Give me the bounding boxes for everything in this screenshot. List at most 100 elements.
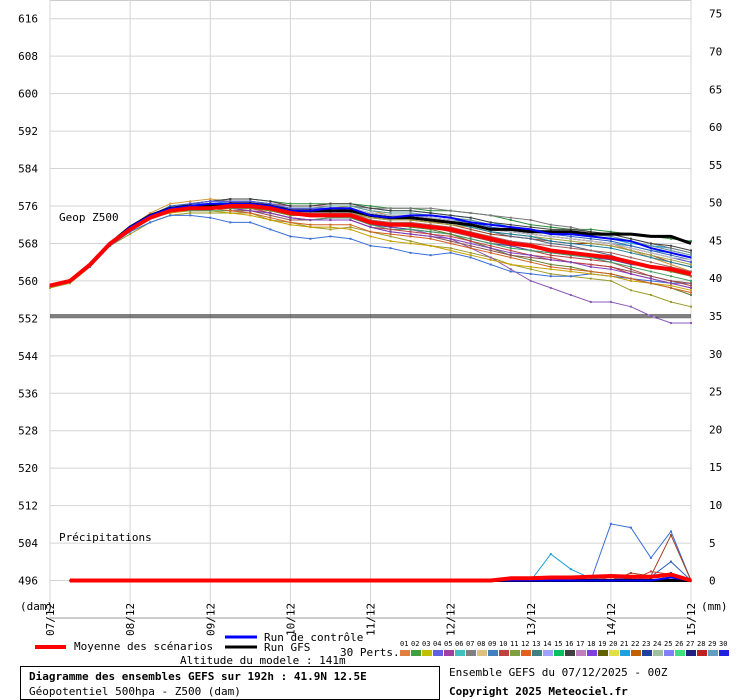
member-point	[389, 247, 392, 250]
member-point	[389, 230, 392, 233]
member-point	[249, 212, 252, 215]
member-point	[489, 233, 492, 236]
member-point	[49, 286, 51, 289]
member-point	[269, 228, 272, 231]
member-point	[649, 261, 652, 264]
member-point	[469, 216, 472, 219]
member-point	[529, 256, 532, 259]
member-point	[309, 226, 312, 229]
member-point	[549, 263, 552, 266]
member-point	[549, 240, 552, 243]
member-point	[549, 251, 552, 254]
member-point	[369, 216, 372, 219]
member-point	[629, 279, 632, 282]
member-point	[690, 263, 692, 266]
member-point	[289, 202, 292, 205]
member-swatch	[697, 650, 707, 656]
precip-member-point	[549, 553, 552, 556]
member-point	[669, 263, 672, 266]
member-point	[549, 242, 552, 245]
member-number-label: 19	[598, 640, 607, 648]
member-point	[690, 284, 692, 287]
right-tick-label: 40	[709, 272, 722, 285]
member-number-label: 04	[433, 640, 442, 648]
member-point	[309, 202, 312, 205]
precip-member-point	[649, 570, 652, 573]
right-tick-label: 25	[709, 386, 722, 399]
member-point	[669, 244, 672, 247]
grid	[49, 0, 692, 618]
member-swatch	[664, 650, 674, 656]
member-point	[409, 221, 412, 224]
member-number-label: 07	[466, 640, 475, 648]
member-number-label: 27	[686, 640, 695, 648]
member-swatch	[433, 650, 443, 656]
member-point	[189, 214, 192, 217]
member-swatch	[653, 650, 663, 656]
member-point	[589, 277, 592, 280]
member-point	[409, 242, 412, 245]
member-point	[309, 205, 312, 207]
member-point	[629, 268, 632, 271]
member-point	[609, 265, 612, 268]
precip-member-point	[669, 534, 672, 537]
member-swatch	[488, 650, 498, 656]
member-point	[649, 270, 652, 273]
member-number-label: 10	[499, 640, 508, 648]
member-number-label: 01	[400, 640, 409, 648]
member-point	[609, 272, 612, 275]
member-point	[690, 251, 692, 254]
member-point	[609, 251, 612, 254]
member-point	[229, 200, 232, 203]
member-point	[489, 226, 492, 229]
left-tick-label: 496	[18, 575, 38, 588]
member-point	[469, 235, 472, 238]
member-point	[429, 223, 432, 226]
right-tick-label: 45	[709, 234, 722, 247]
left-tick-label: 600	[18, 88, 38, 101]
member-point	[669, 270, 672, 273]
member-point	[589, 242, 592, 245]
member-point	[549, 244, 552, 247]
member-swatch	[466, 650, 476, 656]
member-point	[169, 205, 172, 207]
member-point	[690, 291, 692, 294]
member-point	[429, 212, 432, 215]
member-point	[449, 226, 452, 229]
member-point	[409, 233, 412, 236]
member-point	[629, 289, 632, 292]
ensemble-label: Ensemble GEFS du 07/12/2025 - 00Z	[449, 666, 668, 679]
reference-line-group	[50, 314, 691, 318]
member-point	[569, 270, 572, 273]
member-swatch	[686, 650, 696, 656]
right-tick-label: 0	[709, 575, 716, 588]
member-point	[209, 200, 212, 203]
member-point	[549, 254, 552, 257]
member-point	[669, 247, 672, 250]
control-line	[49, 202, 692, 287]
member-point	[669, 249, 672, 252]
member-point	[529, 265, 532, 268]
member-swatch	[565, 650, 575, 656]
member-point	[509, 233, 512, 236]
member-point	[289, 216, 292, 219]
member-point	[489, 244, 492, 247]
member-point	[389, 209, 392, 212]
member-point	[389, 235, 392, 238]
member-point	[509, 216, 512, 219]
member-point	[369, 235, 372, 238]
member-point	[369, 209, 372, 212]
member-point	[589, 272, 592, 275]
member-point	[509, 268, 512, 271]
precip-member-point	[629, 571, 632, 574]
x-tick-label: 09/12	[204, 603, 217, 636]
footer-subtitle: Géopotentiel 500hpa - Z500 (dam)	[29, 685, 241, 698]
member-point	[329, 226, 332, 229]
left-tick-label: 616	[18, 13, 38, 26]
member-point	[609, 279, 612, 282]
left-tick-label: 552	[18, 312, 38, 325]
precip-member-point	[649, 556, 652, 559]
member-point	[569, 235, 572, 238]
member-point	[690, 282, 692, 285]
member-swatch	[543, 650, 553, 656]
